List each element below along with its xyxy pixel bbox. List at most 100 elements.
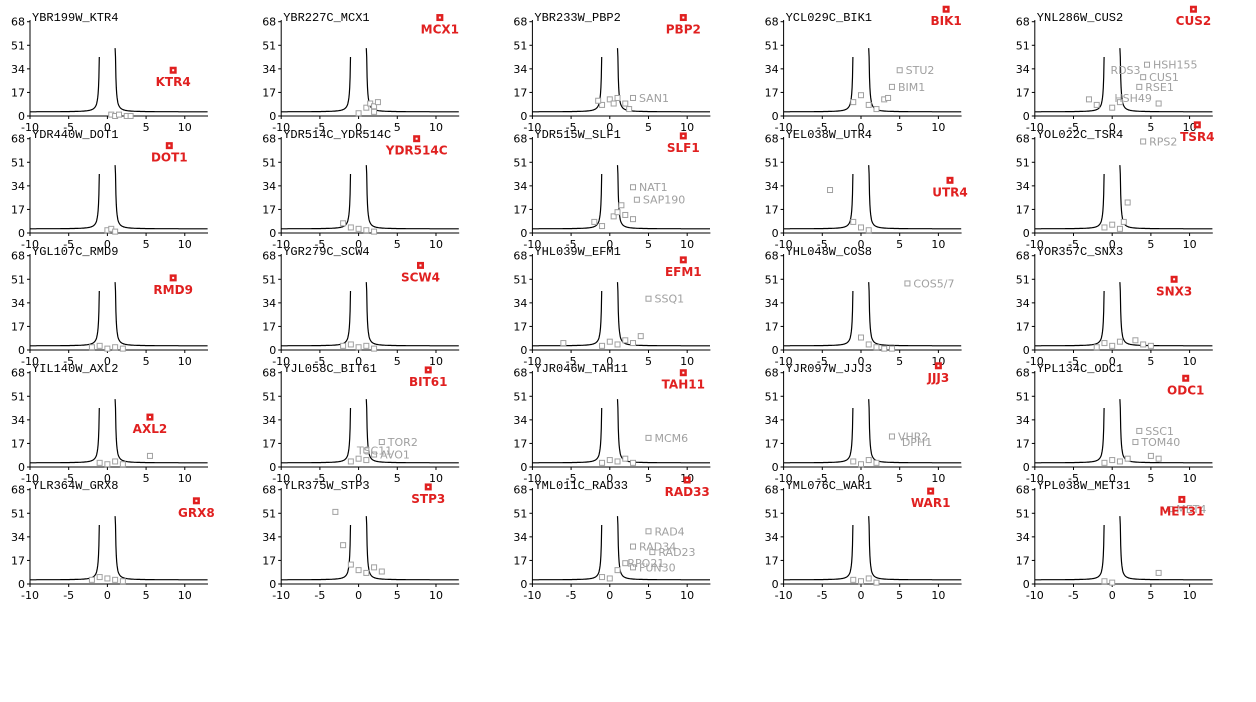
y-tick-label: 0 [269, 227, 276, 240]
y-tick-label: 0 [520, 461, 527, 474]
x-tick-label: 0 [104, 355, 111, 368]
data-point [1140, 341, 1147, 348]
point-label: FUN30 [639, 561, 676, 574]
y-tick-label: 51 [262, 156, 276, 169]
data-point [363, 569, 370, 576]
data-point [630, 340, 637, 347]
data-point [347, 458, 354, 465]
y-tick-label: 17 [11, 554, 25, 567]
highlight-label: SCW4 [401, 270, 440, 284]
threshold-curve-right [1119, 48, 1213, 113]
y-tick-label: 51 [262, 390, 276, 403]
point-label: HSH155 [1153, 59, 1198, 72]
data-point [850, 576, 857, 583]
point-label: SSQ1 [654, 293, 684, 306]
y-tick-label: 68 [11, 16, 25, 29]
data-point [614, 341, 621, 348]
x-tick-label: 10 [931, 238, 945, 251]
x-tick-label: 0 [1109, 589, 1116, 602]
threshold-curve-left [532, 56, 603, 113]
x-tick-label: -5 [314, 472, 325, 485]
data-point [606, 575, 613, 582]
data-point [614, 458, 621, 465]
highlight-label: SNX3 [1156, 284, 1192, 298]
panel-title: YML076C_WAR1 [786, 479, 872, 493]
x-tick-label: 5 [896, 472, 903, 485]
data-point [850, 218, 857, 225]
point-label: BIM1 [898, 81, 925, 94]
highlight-label: EFM1 [665, 265, 702, 279]
point-label: VHR2 [898, 430, 928, 443]
panel-title: YIL140W_AXL2 [32, 362, 118, 376]
x-tick-label: 0 [606, 121, 613, 134]
data-point [104, 345, 111, 352]
x-tick-label: 5 [394, 238, 401, 251]
data-point [888, 83, 895, 90]
y-tick-label: 17 [11, 86, 25, 99]
y-tick-label: 17 [513, 437, 527, 450]
y-tick-label: 51 [513, 39, 527, 52]
x-tick-label: 10 [178, 238, 192, 251]
y-tick-label: 51 [513, 156, 527, 169]
data-point [1120, 218, 1127, 225]
x-tick-label: 10 [1183, 355, 1197, 368]
y-tick-label: 68 [11, 133, 25, 146]
x-tick-label: -5 [566, 589, 577, 602]
y-tick-label: 17 [262, 203, 276, 216]
y-tick-label: 51 [513, 390, 527, 403]
chart-panel: YBR227C_MCX1 0 17 34 51 68 -10 -5 0 5 10 MCX1 [262, 11, 460, 134]
data-point [88, 576, 95, 583]
panel-title: YJR097W_JJJ3 [786, 362, 872, 376]
y-tick-label: 17 [765, 320, 779, 333]
panel-title: YGL107C_RMD9 [32, 245, 118, 259]
threshold-curve-left [30, 56, 100, 113]
panel-title: YOL022C_TSR4 [1037, 128, 1123, 142]
data-point [1144, 61, 1151, 68]
highlight-point-center [1196, 123, 1199, 126]
data-point [888, 345, 895, 352]
data-point [1116, 225, 1123, 232]
highlight-point-center [686, 479, 689, 481]
data-point [371, 103, 378, 110]
data-point [119, 461, 126, 468]
x-tick-label: 0 [104, 121, 111, 134]
highlight-point-center [682, 134, 685, 137]
x-tick-label: 10 [429, 472, 443, 485]
y-tick-label: 0 [772, 578, 779, 591]
y-tick-label: 0 [1023, 110, 1030, 123]
data-point [1101, 224, 1108, 231]
chart-panel: YML011C_RAD33 0 17 34 51 68 -10 -5 0 5 10 RAD4 RAD34… [513, 476, 711, 602]
x-tick-label: -10 [21, 355, 39, 368]
data-point [599, 342, 606, 349]
y-tick-label: 17 [1016, 437, 1030, 450]
data-point [340, 542, 347, 549]
y-tick-label: 51 [1016, 273, 1030, 286]
x-tick-label: 0 [606, 472, 613, 485]
data-point [1109, 579, 1116, 586]
x-tick-label: -5 [1068, 121, 1079, 134]
y-tick-label: 17 [1016, 203, 1030, 216]
highlight-label: STP3 [411, 492, 445, 506]
data-point [1132, 337, 1139, 344]
y-tick-label: 34 [11, 63, 25, 76]
point-label: DPH1 [902, 436, 932, 449]
data-point [119, 345, 126, 352]
chart-panel: YGR279C_SCW4 0 17 34 51 68 -10 -5 0 5 10 SCW4 [262, 245, 460, 368]
x-tick-label: 0 [1109, 472, 1116, 485]
chart-panel: YLR364W_GRX8 0 17 34 51 68 -10 -5 0 5 10 GRX8 [11, 479, 215, 602]
data-point [1147, 342, 1154, 349]
data-point [1116, 338, 1123, 345]
threshold-curve-left [281, 524, 352, 581]
x-tick-label: 5 [645, 238, 652, 251]
y-tick-label: 17 [11, 437, 25, 450]
chart-panel: YCL029C_BIK1 0 17 34 51 68 -10 -5 0 5 10 STU2 BIM1 BI… [765, 5, 962, 134]
data-point [112, 344, 119, 351]
panel-title: YGR279C_SCW4 [283, 245, 369, 259]
y-tick-label: 34 [262, 63, 276, 76]
point-label: RPS2 [1149, 135, 1177, 148]
chart-panel: YML076C_WAR1 0 17 34 51 68 -10 -5 0 5 10 WAR1 [765, 479, 962, 602]
point-label: SAP190 [643, 194, 685, 207]
chart-panel: YDR440W_DOT1 0 17 34 51 68 -10 -5 0 5 10 DOT1 [11, 128, 208, 251]
